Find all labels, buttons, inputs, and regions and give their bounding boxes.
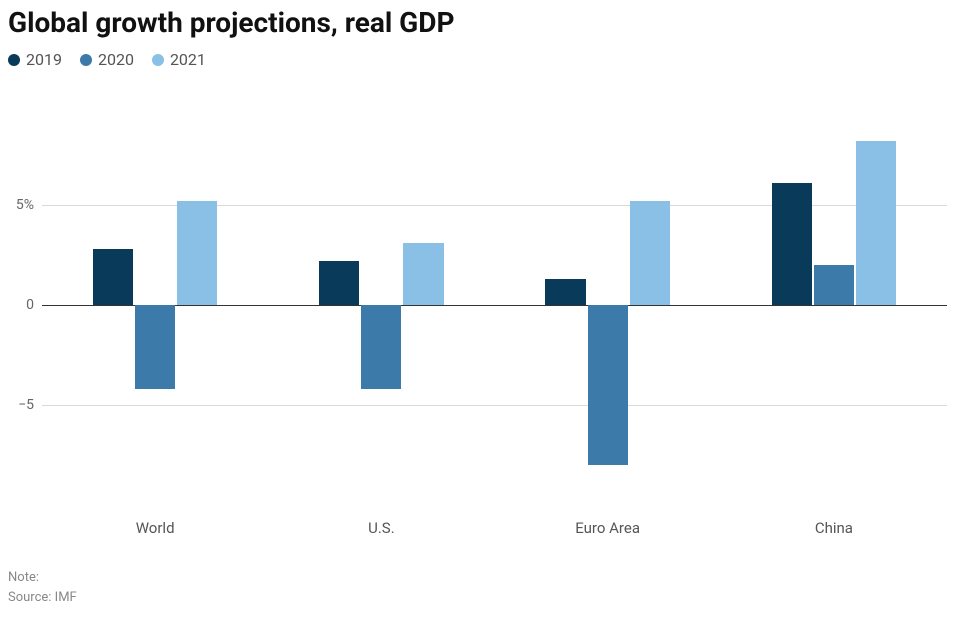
bar [319,261,359,305]
legend-label: 2021 [170,50,206,69]
legend-item: 2020 [80,50,134,69]
x-tick-label: U.S. [368,519,395,537]
y-tick-label: 0 [26,297,34,313]
bar [93,249,133,305]
y-tick-label: 5% [16,197,34,213]
plot-area: 5%0−5WorldU.S.Euro AreaChina [42,105,947,505]
bar [856,141,896,305]
bar [403,243,443,305]
gridline [42,405,947,406]
x-tick-label: Euro Area [575,519,640,537]
bar [361,305,401,389]
legend: 2019 2020 2021 [8,50,206,69]
bar [630,201,670,305]
legend-item: 2021 [152,50,206,69]
bar [177,201,217,305]
zero-line [42,305,947,306]
bar [588,305,628,465]
legend-dot-icon [152,54,164,66]
y-tick-label: −5 [18,397,34,413]
legend-dot-icon [8,54,20,66]
bar [814,265,854,305]
chart-container: Global growth projections, real GDP 2019… [0,0,959,624]
bar [545,279,585,305]
x-tick-label: China [815,519,853,537]
legend-label: 2019 [26,50,62,69]
chart-footer: Note: Source: IMF [8,568,77,607]
bar [135,305,175,389]
footer-source: Source: IMF [8,588,77,608]
bar [772,183,812,305]
legend-dot-icon [80,54,92,66]
legend-label: 2020 [98,50,134,69]
x-tick-label: World [136,519,175,537]
legend-item: 2019 [8,50,62,69]
chart-title: Global growth projections, real GDP [8,6,455,39]
footer-note: Note: [8,568,77,588]
